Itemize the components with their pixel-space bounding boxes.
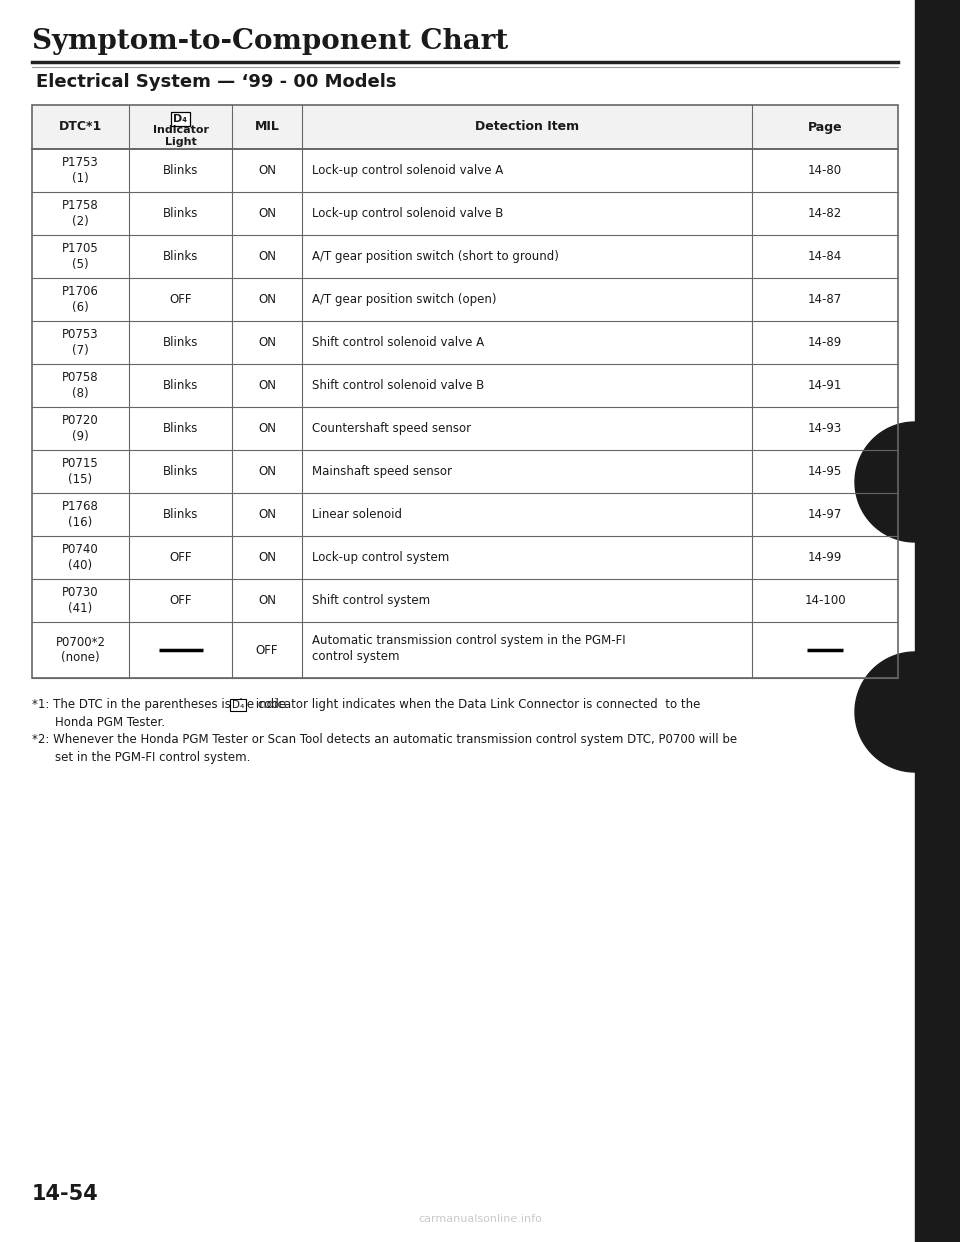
Text: Shift control system: Shift control system [312,594,430,607]
Text: Shift control solenoid valve B: Shift control solenoid valve B [312,379,484,392]
Text: 14-54: 14-54 [32,1184,99,1203]
Polygon shape [855,422,915,542]
Text: Blinks: Blinks [163,164,198,178]
Text: Electrical System — ‘99 - 00 Models: Electrical System — ‘99 - 00 Models [36,73,396,91]
Text: P1705
(5): P1705 (5) [62,242,99,271]
Bar [32,106,898,149]
Text: 14-80: 14-80 [808,164,842,178]
Text: Blinks: Blinks [163,508,198,520]
Text: P0758
(8): P0758 (8) [62,371,99,400]
Text: OFF: OFF [169,293,192,306]
Text: ON: ON [258,422,276,435]
Text: Lock-up control solenoid valve A: Lock-up control solenoid valve A [312,164,503,178]
Text: Blinks: Blinks [163,422,198,435]
Text: Linear solenoid: Linear solenoid [312,508,402,520]
Text: Shift control solenoid valve A: Shift control solenoid valve A [312,337,484,349]
Text: ON: ON [258,293,276,306]
Text: ON: ON [258,250,276,263]
Text: *2: Whenever the Honda PGM Tester or Scan Tool detects an automatic transmission: *2: Whenever the Honda PGM Tester or Sca… [32,733,737,746]
Text: DTC*1: DTC*1 [59,120,102,133]
Text: P1758
(2): P1758 (2) [62,199,99,227]
Text: Detection Item: Detection Item [475,120,579,133]
Text: P0753
(7): P0753 (7) [62,328,99,356]
Text: Blinks: Blinks [163,207,198,220]
Text: 14-87: 14-87 [808,293,842,306]
Text: Honda PGM Tester.: Honda PGM Tester. [55,715,165,729]
Text: ON: ON [258,379,276,392]
Text: *1: The DTC in the parentheses is the code: *1: The DTC in the parentheses is the co… [32,698,290,710]
Polygon shape [855,652,915,773]
Text: ON: ON [258,164,276,178]
Text: ON: ON [258,465,276,478]
Text: Lock-up control solenoid valve B: Lock-up control solenoid valve B [312,207,503,220]
Text: A/T gear position switch (open): A/T gear position switch (open) [312,293,496,306]
Text: 14-84: 14-84 [808,250,842,263]
Text: set in the PGM-FI control system.: set in the PGM-FI control system. [55,751,251,764]
Text: 14-97: 14-97 [807,508,842,520]
Text: Blinks: Blinks [163,337,198,349]
Text: P0715
(15): P0715 (15) [62,457,99,486]
Text: P0700*2
(none): P0700*2 (none) [56,636,106,664]
Text: A/T gear position switch (short to ground): A/T gear position switch (short to groun… [312,250,559,263]
Text: D₄: D₄ [174,114,187,124]
Text: indicator light indicates when the Data Link Connector is connected  to the: indicator light indicates when the Data … [252,698,701,710]
Text: P1706
(6): P1706 (6) [62,286,99,314]
Text: P0740
(40): P0740 (40) [62,543,99,571]
Text: 14-95: 14-95 [808,465,842,478]
Text: Symptom-to-Component Chart: Symptom-to-Component Chart [32,29,508,55]
Text: Countershaft speed sensor: Countershaft speed sensor [312,422,471,435]
Text: ON: ON [258,508,276,520]
Text: 14-91: 14-91 [807,379,842,392]
Text: OFF: OFF [169,594,192,607]
Text: Page: Page [807,120,842,133]
Text: P1753
(1): P1753 (1) [62,156,99,185]
Text: Blinks: Blinks [163,465,198,478]
Text: P1768
(16): P1768 (16) [62,501,99,529]
Text: 14-93: 14-93 [808,422,842,435]
Text: carmanualsonline.info: carmanualsonline.info [418,1213,542,1225]
Text: P0720
(9): P0720 (9) [62,415,99,442]
Text: OFF: OFF [169,551,192,564]
Text: D₄: D₄ [232,700,244,710]
Text: OFF: OFF [255,643,278,657]
Text: 14-99: 14-99 [807,551,842,564]
Text: Blinks: Blinks [163,250,198,263]
Text: Automatic transmission control system in the PGM-FI
control system: Automatic transmission control system in… [312,633,626,663]
Text: P0730
(41): P0730 (41) [62,586,99,615]
Text: ON: ON [258,594,276,607]
Text: Blinks: Blinks [163,379,198,392]
Text: ON: ON [258,207,276,220]
Text: 14-100: 14-100 [804,594,846,607]
Text: 14-89: 14-89 [808,337,842,349]
Text: MIL: MIL [254,120,279,133]
Text: Indicator
Light: Indicator Light [153,125,208,147]
Text: ON: ON [258,551,276,564]
Text: ON: ON [258,337,276,349]
Bar [32,106,898,678]
Text: 14-82: 14-82 [808,207,842,220]
Text: Mainshaft speed sensor: Mainshaft speed sensor [312,465,452,478]
Text: Lock-up control system: Lock-up control system [312,551,449,564]
